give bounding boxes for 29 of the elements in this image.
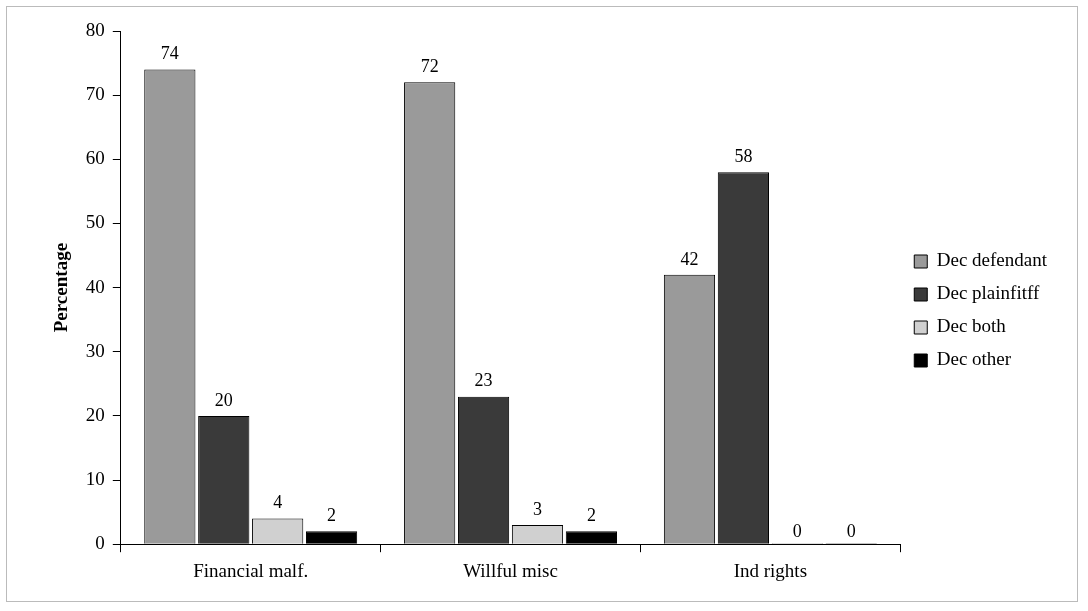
y-tick-label: 70 <box>85 83 105 105</box>
data-label: 72 <box>420 56 439 77</box>
y-tick-label: 50 <box>85 211 105 233</box>
y-tick-label: 80 <box>85 18 105 40</box>
data-label: 0 <box>792 520 802 541</box>
data-label: 42 <box>680 248 699 269</box>
data-label: 58 <box>734 145 753 166</box>
legend-label: Dec defendant <box>936 249 1048 271</box>
x-tick-label: Financial malf. <box>193 559 309 581</box>
data-label: 2 <box>586 505 596 526</box>
data-label: 4 <box>273 492 283 513</box>
legend-label: Dec other <box>936 348 1012 370</box>
y-tick-label: 20 <box>85 403 105 425</box>
legend-label: Dec plainfitff <box>936 282 1040 304</box>
x-tick-label: Ind rights <box>733 559 808 581</box>
data-label: 0 <box>846 520 856 541</box>
x-tick-label: Willful misc <box>463 559 558 581</box>
data-label: 3 <box>532 498 542 519</box>
y-tick-label: 40 <box>85 275 105 297</box>
y-tick-label: 0 <box>95 532 105 554</box>
data-label: 2 <box>327 505 337 526</box>
data-label: 23 <box>474 370 493 391</box>
y-tick-label: 10 <box>85 468 105 490</box>
y-tick-label: 30 <box>85 339 105 361</box>
legend-label: Dec both <box>936 315 1007 337</box>
data-label: 74 <box>160 43 179 64</box>
y-tick-label: 60 <box>85 147 105 169</box>
data-label: 20 <box>214 389 233 410</box>
y-axis-title: Percentage <box>50 242 72 333</box>
